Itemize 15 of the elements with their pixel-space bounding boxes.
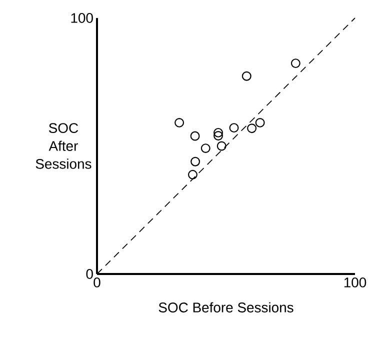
point — [190, 156, 200, 166]
point — [290, 58, 300, 68]
point — [190, 131, 200, 141]
point — [214, 128, 223, 138]
point — [174, 118, 184, 128]
point — [200, 144, 210, 154]
point — [229, 123, 239, 133]
x-axis-title: SOC Before Sessions — [158, 302, 294, 312]
point — [242, 71, 252, 81]
point — [216, 141, 226, 151]
point — [247, 124, 257, 134]
y-axis-title: SOC After Sessions — [36, 123, 92, 169]
point — [188, 170, 198, 180]
point — [214, 131, 223, 140]
point — [255, 118, 265, 128]
